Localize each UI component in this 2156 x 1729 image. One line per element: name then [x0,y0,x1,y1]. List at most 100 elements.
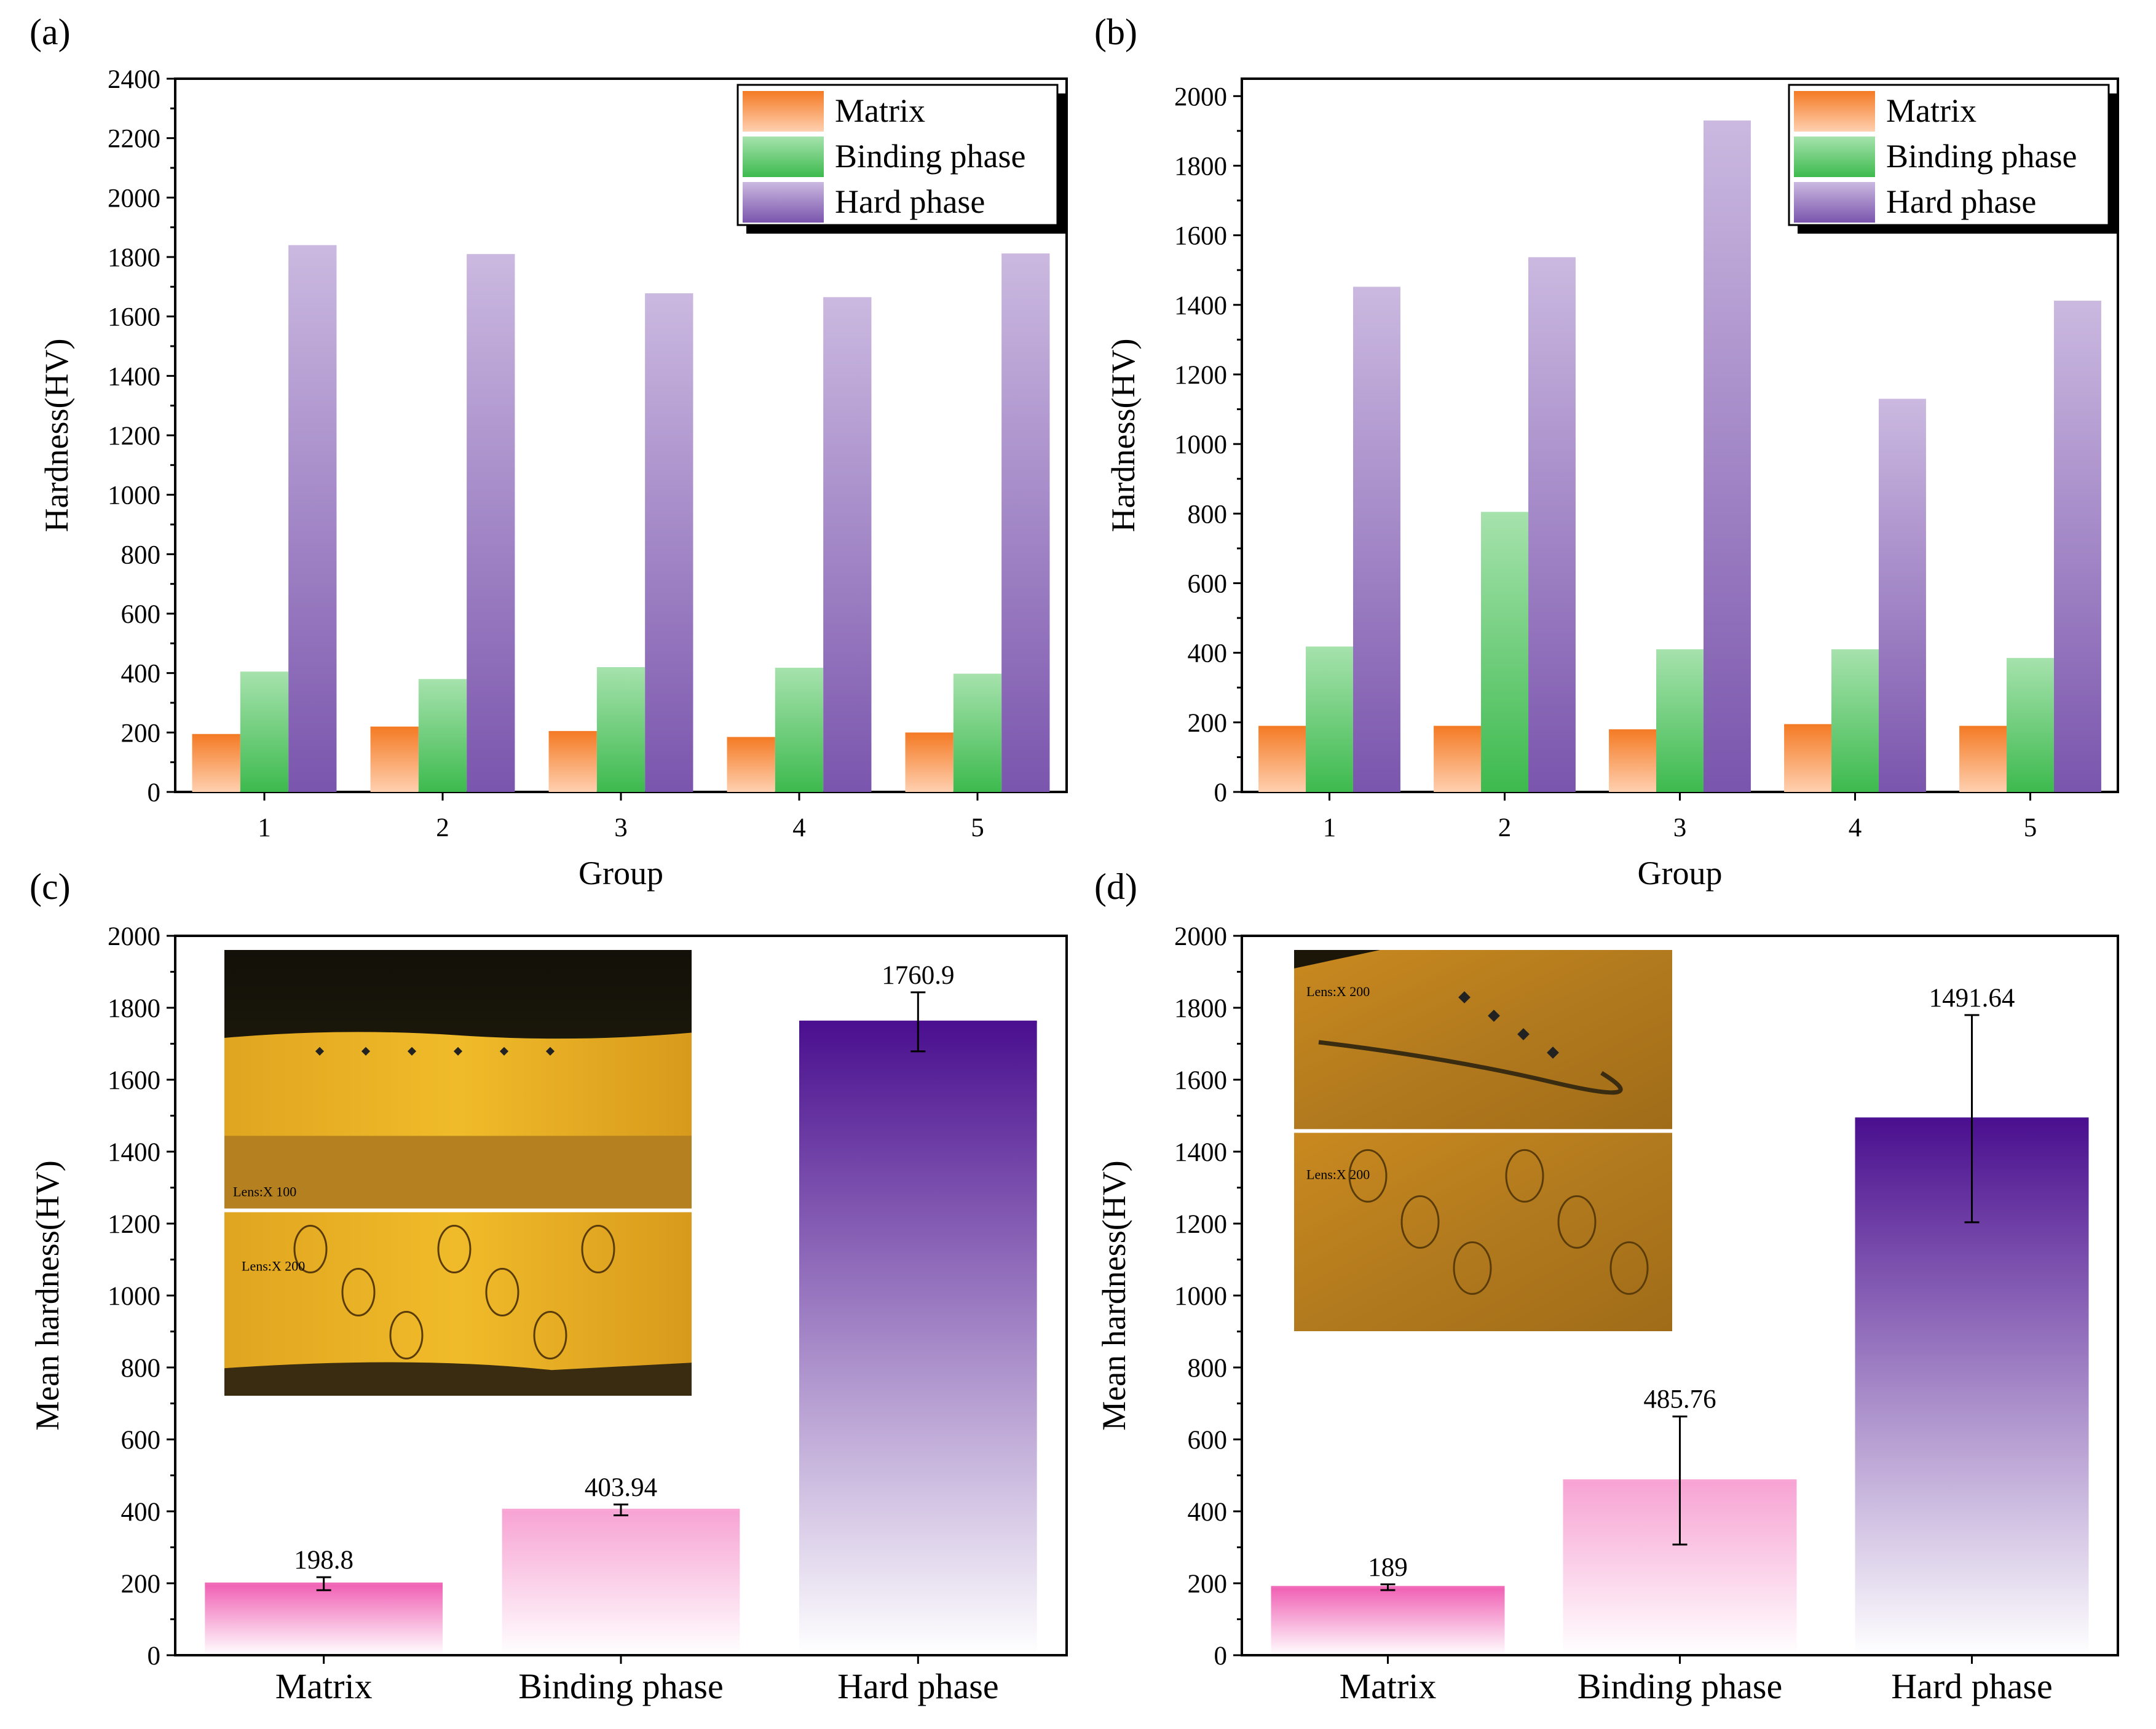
plot-frame-top [174,935,1068,1656]
y-tick-label: 1600 [1174,1066,1227,1095]
legend-swatch-1 [1794,136,1875,177]
bar-matrix-group-3 [548,730,597,792]
x-tick-label: 1 [1323,813,1337,842]
inset-divider [224,1208,692,1213]
y-tick-label: 1000 [1174,430,1227,459]
y-tick-label: 1600 [1174,222,1227,251]
y-tick-label: 400 [121,1498,161,1527]
indent-mark [315,1046,325,1056]
bar-binding-phase-group-5 [2007,658,2054,792]
grain-outline [581,1225,615,1273]
y-tick-label: 1400 [1174,291,1227,320]
y-tick-label: 800 [1188,1354,1228,1383]
y-tick-label: 400 [1188,1498,1228,1527]
y-tick-label: 0 [148,778,161,807]
y-tick-label: 800 [121,540,161,569]
grain-outline [1453,1241,1492,1295]
y-tick-label: 2000 [108,184,160,213]
bar-hard-phase-group-3 [645,293,693,792]
grain-outline [437,1225,472,1273]
y-tick-label: 600 [121,600,161,629]
y-tick-label: 2000 [108,922,160,951]
indent-mark [1488,1010,1500,1022]
legend-label: Matrix [1886,92,1976,129]
grain-outline [389,1311,424,1359]
x-category-label: Binding phase [1578,1666,1782,1706]
bar-binding-phase-group-4 [775,667,824,792]
y-tick-label: 1200 [108,1210,160,1239]
plot-frame-top [1241,935,2119,1656]
y-tick-label: 1400 [108,1138,160,1167]
y-tick-label: 800 [1188,500,1228,529]
indent-mark [545,1046,555,1056]
bar-binding-phase-group-3 [1656,649,1704,792]
grain-outline [1609,1241,1649,1295]
y-tick-label: 0 [1214,1642,1228,1671]
micrograph-inset: Lens:X 100 Lens:X 200 [224,950,692,1396]
data-label: 403.94 [585,1473,657,1502]
x-tick-label: 1 [258,813,271,842]
y-tick-label: 2400 [108,65,160,94]
bar-matrix-group-2 [1434,726,1482,792]
data-label: 1491.64 [1929,984,2015,1013]
y-tick-label: 400 [1188,639,1228,668]
bar-binding-phase-group-4 [1831,649,1879,792]
panel-label: (a) [30,12,71,52]
y-tick-label: 600 [1188,1426,1228,1455]
inset-divider [1294,1129,1672,1133]
bar-binding-phase-group-2 [1481,512,1528,792]
y-tick-label: 2000 [1174,922,1227,951]
bar-hard-phase-group-3 [1703,120,1751,792]
x-tick-label: 2 [436,813,449,842]
y-tick-label: 2200 [108,125,160,154]
x-axis-label: Group [578,855,663,892]
bar-matrix-group-3 [1609,729,1657,792]
x-category-label: Hard phase [1891,1666,2053,1706]
lens-label: Lens:X 100 [233,1184,296,1200]
x-axis-label: Group [1638,855,1723,892]
y-tick-label: 200 [121,1570,161,1599]
y-tick-label: 1000 [108,481,160,510]
bar-binding-phase-group-5 [953,673,1002,792]
y-tick-label: 600 [121,1426,161,1455]
legend-label: Binding phase [1886,138,2077,175]
bar-hard-phase-group-2 [467,254,515,793]
bar-hard-phase-group-1 [288,245,337,793]
indent-mark [453,1046,463,1056]
bar-matrix-group-5 [1959,726,2007,792]
y-tick-label: 1200 [1174,1210,1227,1239]
legend: Matrix Binding phase Hard phase [1788,84,2110,226]
bar-matrix-group-4 [1784,724,1832,792]
bar-matrix-group-4 [727,737,775,792]
y-tick-label: 1800 [1174,994,1227,1023]
bar-matrix [1271,1587,1505,1655]
micrograph-inset: Lens:X 200 Lens:X 200 [1294,950,1672,1331]
lens-label: Lens:X 200 [1306,984,1370,999]
x-tick-label: 4 [1849,813,1862,842]
bar-binding-phase-group-1 [1306,646,1353,792]
panel-label: (c) [30,866,71,907]
y-tick-label: 600 [1188,569,1228,598]
y-axis-label: Mean hardness(HV) [29,1160,66,1430]
bar-hard-phase-group-4 [1878,398,1926,792]
indent-mark [499,1046,509,1056]
x-tick-label: 5 [2024,813,2037,842]
y-tick-label: 1800 [108,994,160,1023]
y-tick-label: 1800 [1174,152,1227,181]
x-category-label: Binding phase [518,1666,723,1706]
x-tick-label: 3 [1673,813,1687,842]
y-tick-label: 800 [121,1354,161,1383]
bar-binding-phase-group-2 [418,679,467,792]
y-tick-label: 1600 [108,1066,160,1095]
chart-panel-1: (b) 0 200 400 600 800 1000 1200 1400 1600 1800 2000… [1094,12,2119,892]
chart-panel-2: (c) 0 200 400 600 800 1000 1200 1400 1600 1800 2000… [29,866,1068,1706]
data-label: 189 [1368,1553,1408,1582]
y-tick-label: 200 [121,719,161,748]
bar-hard-phase-group-5 [1001,253,1050,792]
micrograph-substrate [224,1136,692,1209]
lens-label: Lens:X 200 [1306,1166,1370,1182]
y-tick-label: 1400 [108,362,160,391]
bar-hard-phase-group-4 [823,297,872,792]
bar-matrix [205,1583,443,1655]
